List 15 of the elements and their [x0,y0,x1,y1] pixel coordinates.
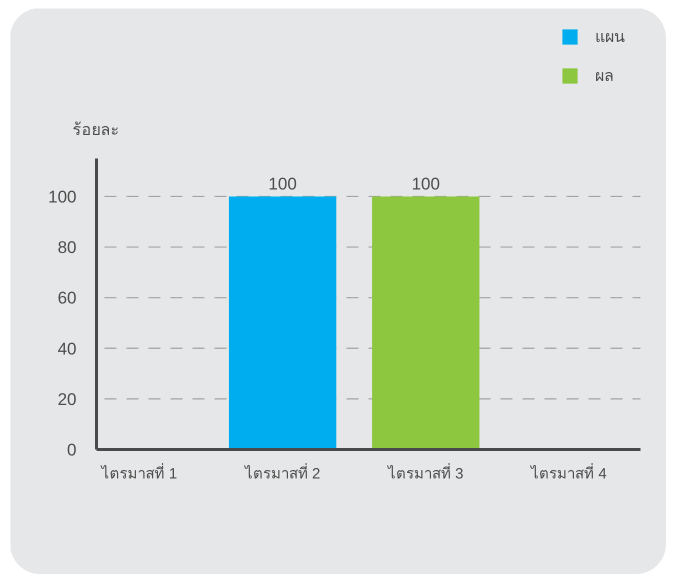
y-tick-label: 80 [58,238,77,258]
y-tick-label: 40 [58,339,77,358]
y-tick-label: 100 [48,187,77,206]
x-tick-label: ไตรมาสที่ 3 [387,462,464,482]
x-tick-label: ไตรมาสที่ 1 [100,462,178,482]
y-axis-title: ร้อยละ [72,121,120,139]
legend-label: ผล [595,67,615,87]
y-tick-label: 20 [58,390,77,409]
data-label: 100 [412,174,440,194]
legend-label: แผน [595,28,625,48]
data-label: 100 [268,174,297,194]
x-tick-label: ไตรมาสที่ 4 [530,462,607,482]
x-tick-label: ไตรมาสที่ 2 [244,462,320,482]
y-tick-label: 60 [58,288,77,308]
y-tick-label: 0 [67,440,77,460]
